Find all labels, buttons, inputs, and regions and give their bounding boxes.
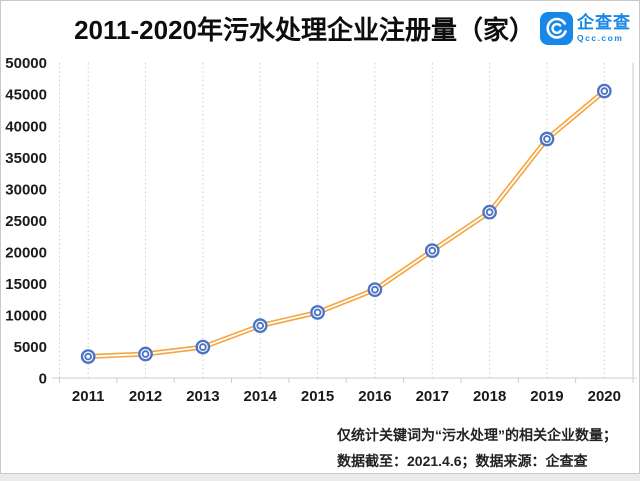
y-tick-label: 30000 xyxy=(5,181,47,198)
data-point-inner-ring xyxy=(543,135,551,143)
line-chart: 0 5000 10000 15000 20000 25000 30000 35000 40000… xyxy=(0,50,640,410)
x-tick-label: 2018 xyxy=(473,388,506,405)
x-tick-label: 2019 xyxy=(530,388,563,405)
x-tick-label: 2012 xyxy=(129,388,162,405)
series-line-inner xyxy=(87,90,606,358)
y-tick-label: 0 xyxy=(39,371,47,388)
qcc-logo-domain: Qcc.com xyxy=(577,32,624,43)
footer-note-2: 数据截至：2021.4.6；数据来源：企查查 xyxy=(337,453,588,469)
footer-notes: 仅统计关键词为“污水处理”的相关企业数量； 数据截至：2021.4.6；数据来源… xyxy=(337,422,617,474)
line-chart-svg: 0 5000 10000 15000 20000 25000 30000 35000 40000… xyxy=(5,55,637,405)
series-line-outer xyxy=(85,88,607,360)
footer-note-1: 仅统计关键词为“污水处理”的相关企业数量； xyxy=(337,427,617,443)
data-point-inner-ring xyxy=(428,246,437,255)
qcc-at-circle-icon xyxy=(540,11,573,45)
page-title: 2011-2020年污水处理企业注册量（家） xyxy=(74,14,535,45)
x-tick-label: 2020 xyxy=(588,388,621,405)
qcc-logo: 企查查 Qcc.com xyxy=(540,11,631,45)
y-tick-label: 20000 xyxy=(5,244,47,261)
y-tick-label: 50000 xyxy=(5,55,47,72)
x-tick-label: 2015 xyxy=(301,388,334,405)
x-tick-label: 2016 xyxy=(358,388,391,405)
data-point-inner-ring xyxy=(600,87,609,95)
data-point-inner-ring xyxy=(256,321,265,330)
data-point-inner-ring xyxy=(371,285,379,294)
y-tick-label: 45000 xyxy=(5,87,47,104)
header: 2011-2020年污水处理企业注册量（家） 企查查 Qcc.com xyxy=(0,9,631,47)
data-point-inner-ring xyxy=(84,352,93,361)
y-tick-label: 5000 xyxy=(14,339,47,356)
data-point-inner-ring xyxy=(199,343,207,351)
x-tick-label: 2014 xyxy=(244,388,278,405)
data-point-inner-ring xyxy=(485,208,494,217)
x-tick-label: 2017 xyxy=(416,388,449,405)
y-tick-label: 10000 xyxy=(5,307,47,324)
data-point-inner-ring xyxy=(313,308,322,317)
x-tick-label: 2013 xyxy=(186,388,219,405)
qcc-logo-name: 企查查 xyxy=(577,12,631,32)
y-tick-label: 35000 xyxy=(5,150,47,167)
data-point-inner-ring xyxy=(141,350,150,358)
y-tick-label: 40000 xyxy=(5,118,47,135)
x-tick-label: 2011 xyxy=(72,388,105,405)
y-tick-label: 25000 xyxy=(5,213,47,230)
y-tick-label: 15000 xyxy=(5,276,47,293)
qcc-logo-text: 企查查 Qcc.com xyxy=(577,14,631,43)
